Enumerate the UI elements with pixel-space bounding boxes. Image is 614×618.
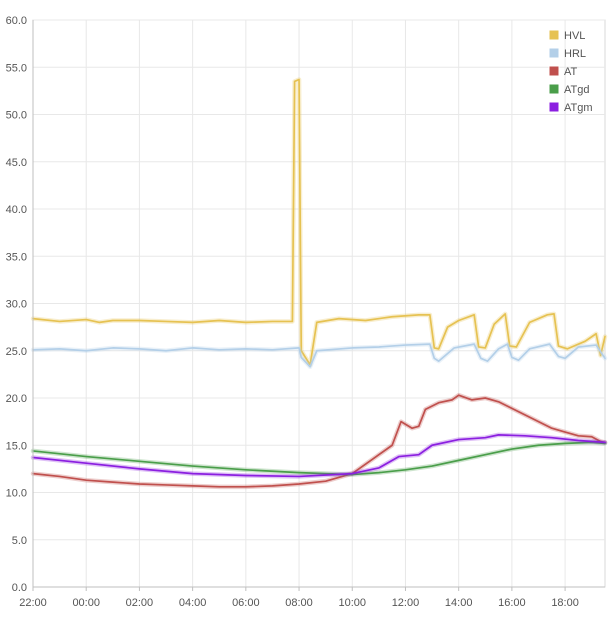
y-tick-label: 35.0 [6,251,27,263]
legend-swatch-atgd [548,83,560,95]
hvl-series-line [32,78,606,366]
legend-label-atgd: ATgd [564,84,589,96]
x-tick-label: 04:00 [179,597,207,609]
y-tick-label: 5.0 [12,535,27,547]
legend-swatch-hrl [548,47,560,59]
legend-label-atgm: ATgm [564,102,593,114]
y-tick-label: 0.0 [12,582,27,594]
grid-layer [32,19,606,588]
x-tick-label: 10:00 [338,597,366,609]
series-layer [30,77,608,490]
x-tick-label: 16:00 [498,597,526,609]
x-tick-label: 18:00 [551,597,579,609]
legend: HVL HRL AT ATgd ATgm [548,29,593,114]
y-tick-label: 40.0 [6,204,27,216]
y-tick-label: 20.0 [6,393,27,405]
y-tick-label: 45.0 [6,157,27,169]
legend-swatch-atgm [548,101,560,113]
y-tick-label: 15.0 [6,440,27,452]
y-tick-label: 30.0 [6,299,27,311]
x-tick-label: 06:00 [232,597,260,609]
legend-swatch-at [548,65,560,77]
legend-label-at: AT [564,66,578,78]
legend-swatch-hvl [548,29,560,41]
x-tick-label: 08:00 [285,597,313,609]
legend-label-hvl: HVL [564,30,585,42]
y-tick-label: 10.0 [6,488,27,500]
x-tick-label: 00:00 [72,597,100,609]
atgm-series-line [32,434,606,478]
x-tick-label: 14:00 [445,597,473,609]
legend-label-hrl: HRL [564,48,586,60]
at-series-line [32,394,606,488]
x-tick-label: 22:00 [19,597,47,609]
x-tick-label: 12:00 [392,597,420,609]
axis-layer: 0.0 5.0 10.0 15.0 20.0 25.0 30.0 35.0 40.0 45.0 50… [6,15,605,609]
y-tick-label: 50.0 [6,110,27,122]
y-tick-label: 55.0 [6,62,27,74]
y-tick-label: 25.0 [6,346,27,358]
atgd-series-line [32,441,606,476]
hrl-series-line [32,343,606,368]
y-tick-label: 60.0 [6,15,27,27]
x-tick-label: 02:00 [126,597,154,609]
